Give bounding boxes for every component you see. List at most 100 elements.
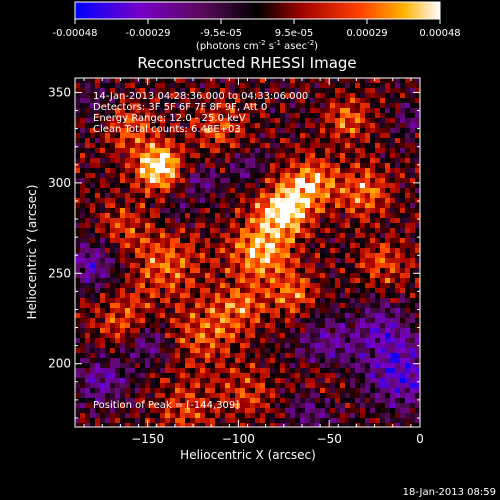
heatmap-cell — [305, 208, 311, 214]
heatmap-cell — [215, 258, 221, 264]
heatmap-cell — [315, 138, 321, 144]
heatmap-cell — [90, 263, 96, 269]
heatmap-cell — [200, 78, 206, 84]
heatmap-cell — [385, 333, 391, 339]
heatmap-cell — [165, 423, 171, 427]
heatmap-cell — [90, 313, 96, 319]
heatmap-cell — [130, 338, 136, 344]
heatmap-cell — [135, 398, 141, 404]
heatmap-cell — [270, 183, 276, 189]
heatmap-cell — [90, 358, 96, 364]
heatmap-cell — [220, 313, 226, 319]
heatmap-cell — [370, 183, 376, 189]
heatmap-cell — [170, 128, 176, 134]
heatmap-cell — [290, 143, 296, 149]
heatmap-cell — [245, 408, 251, 414]
heatmap-cell — [180, 373, 186, 379]
heatmap-cell — [245, 403, 251, 409]
heatmap-cell — [250, 188, 256, 194]
heatmap-cell — [80, 178, 86, 184]
heatmap-cell — [375, 378, 381, 384]
heatmap-cell — [165, 163, 171, 169]
heatmap-cell — [100, 273, 106, 279]
heatmap-cell — [230, 343, 236, 349]
heatmap-cell — [225, 223, 231, 229]
heatmap-cell — [80, 418, 86, 424]
heatmap-cell — [140, 233, 146, 239]
heatmap-cell — [185, 153, 191, 159]
heatmap-cell — [270, 218, 276, 224]
heatmap-cell — [255, 318, 261, 324]
heatmap-cell — [100, 178, 106, 184]
heatmap-cell — [265, 98, 271, 104]
heatmap-cell — [230, 78, 236, 84]
heatmap-cell — [195, 218, 201, 224]
heatmap-cell — [305, 268, 311, 274]
heatmap-cell — [235, 168, 241, 174]
heatmap-cell — [330, 233, 336, 239]
heatmap-cell — [330, 258, 336, 264]
heatmap-cell — [380, 408, 386, 414]
heatmap-cell — [105, 143, 111, 149]
heatmap-cell — [85, 213, 91, 219]
heatmap-cell — [290, 423, 296, 427]
heatmap-cell — [190, 378, 196, 384]
annotation-block: 14-Jan-2013 04:28:36.000 to 04:33:06.000… — [93, 91, 308, 411]
heatmap-cell — [230, 163, 236, 169]
heatmap-cell — [225, 138, 231, 144]
heatmap-cell — [200, 258, 206, 264]
heatmap-cell — [105, 318, 111, 324]
heatmap-cell — [350, 293, 356, 299]
heatmap-cell — [75, 83, 81, 89]
heatmap-cell — [365, 283, 371, 289]
heatmap-cell — [240, 213, 246, 219]
heatmap-cell — [205, 323, 211, 329]
heatmap-cell — [150, 303, 156, 309]
heatmap-cell — [95, 88, 101, 94]
heatmap-cell — [340, 148, 346, 154]
heatmap-cell — [390, 128, 396, 134]
heatmap-cell — [120, 143, 126, 149]
heatmap-cell — [315, 418, 321, 424]
heatmap-cell — [210, 258, 216, 264]
heatmap-cell — [265, 208, 271, 214]
heatmap-cell — [325, 333, 331, 339]
heatmap-cell — [285, 233, 291, 239]
heatmap-cell — [255, 378, 261, 384]
heatmap-cell — [185, 418, 191, 424]
heatmap-cell — [220, 128, 226, 134]
heatmap-cell — [405, 253, 411, 259]
heatmap-cell — [385, 173, 391, 179]
heatmap-cell — [275, 93, 281, 99]
heatmap-cell — [100, 403, 106, 409]
heatmap-cell — [395, 223, 401, 229]
heatmap-cell — [170, 288, 176, 294]
heatmap-cell — [380, 143, 386, 149]
heatmap-cell — [165, 118, 171, 124]
heatmap-cell — [85, 338, 91, 344]
heatmap-cell — [130, 393, 136, 399]
heatmap-cell — [335, 118, 341, 124]
heatmap-cell — [260, 108, 266, 114]
heatmap-cell — [215, 198, 221, 204]
heatmap-cell — [85, 283, 91, 289]
heatmap-cell — [270, 343, 276, 349]
heatmap-cell — [205, 173, 211, 179]
heatmap-cell — [385, 123, 391, 129]
heatmap-cell — [75, 138, 81, 144]
heatmap-cell — [205, 353, 211, 359]
heatmap-cell — [75, 233, 81, 239]
heatmap-cell — [395, 113, 401, 119]
heatmap-cell — [340, 138, 346, 144]
heatmap-cell — [395, 138, 401, 144]
heatmap-cell — [135, 108, 141, 114]
heatmap-cell — [190, 203, 196, 209]
heatmap-cell — [220, 368, 226, 374]
heatmap-cell — [95, 243, 101, 249]
heatmap-cell — [315, 78, 321, 84]
heatmap-cell — [175, 153, 181, 159]
heatmap-cell — [375, 88, 381, 94]
heatmap-cell — [390, 373, 396, 379]
heatmap-cell — [370, 358, 376, 364]
heatmap-cell — [325, 283, 331, 289]
